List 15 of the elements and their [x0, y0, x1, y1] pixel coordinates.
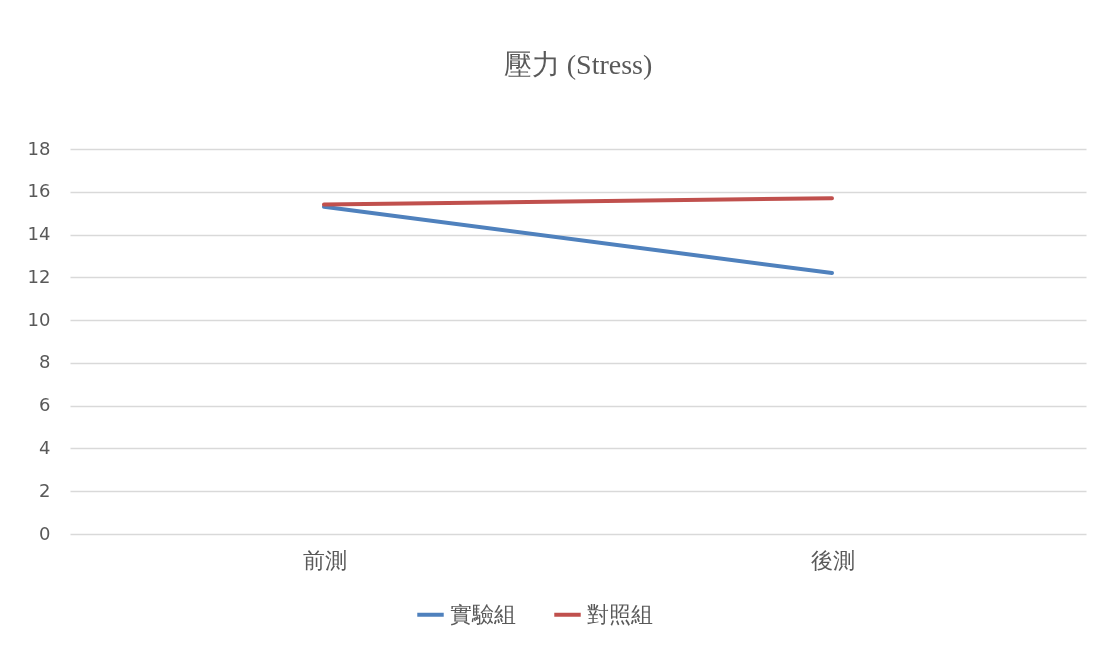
y-tick-label: 18	[27, 137, 51, 159]
y-tick-label: 8	[39, 351, 51, 373]
chart-title: 壓力 (Stress)	[503, 49, 653, 80]
y-tick-label: 0	[39, 522, 51, 544]
y-tick-label: 16	[27, 180, 51, 202]
legend-label: 實驗組	[450, 601, 516, 627]
y-tick-label: 4	[39, 436, 51, 458]
y-tick-label: 10	[27, 308, 51, 330]
y-tick-label: 2	[39, 479, 51, 501]
x-tick-label: 後測	[810, 547, 855, 573]
y-tick-label: 12	[27, 265, 51, 287]
x-tick-label: 前測	[302, 547, 347, 573]
legend-label: 對照組	[587, 601, 653, 627]
y-tick-label: 6	[39, 394, 51, 416]
y-tick-label: 14	[27, 223, 51, 245]
